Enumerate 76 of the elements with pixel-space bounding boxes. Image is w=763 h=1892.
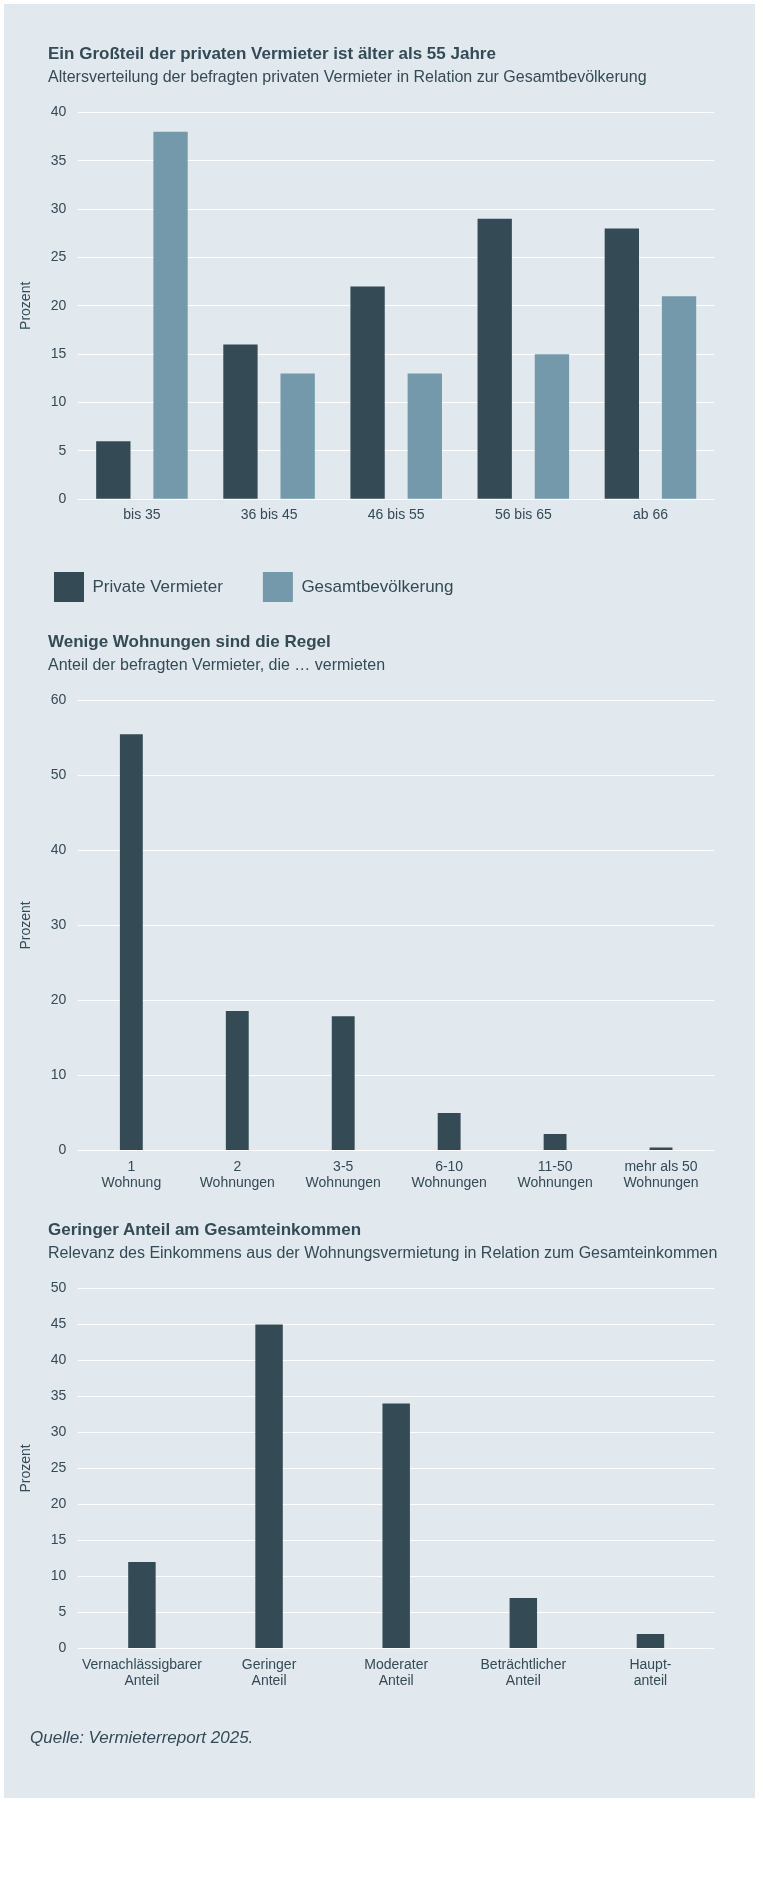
- chart-title: Ein Großteil der privaten Vermieter ist älter als 55 Jahre: [48, 44, 497, 64]
- y-axis-title: Prozent: [17, 901, 34, 950]
- y-tick-label: 15: [50, 1531, 67, 1548]
- chart-title: Geringer Anteil am Gesamteinkommen: [48, 1220, 363, 1240]
- bar: [636, 1634, 665, 1648]
- legend-label: Private Vermieter: [92, 576, 224, 596]
- x-tick-label: 6-10 Wohnungen: [411, 1157, 487, 1191]
- y-tick-label: 45: [50, 1315, 67, 1332]
- chart-subtitle: Relevanz des Einkommens aus der Wohnungsvermietung in Relation zum Gesamteinkommen: [48, 1244, 719, 1262]
- y-axis-title: Prozent: [17, 281, 34, 330]
- x-tick-label: 1 Wohnung: [101, 1157, 162, 1191]
- x-tick-label: 36 bis 45: [240, 506, 298, 523]
- x-tick-label: 11-50 Wohnungen: [517, 1157, 593, 1191]
- chart-title: Wenige Wohnungen sind die Regel: [48, 632, 332, 652]
- y-tick-label: 0: [58, 1639, 67, 1656]
- y-tick-label: 25: [50, 1459, 67, 1476]
- y-tick-label: 0: [58, 490, 67, 507]
- y-tick-label: 5: [58, 441, 67, 458]
- y-tick-label: 10: [50, 393, 67, 410]
- bar: [407, 373, 442, 499]
- source-note: Quelle: Vermieterreport 2025.: [30, 1728, 255, 1748]
- x-tick-label: bis 35: [123, 506, 161, 523]
- y-tick-label: 30: [50, 916, 67, 933]
- y-tick-label: 50: [50, 766, 67, 783]
- bar: [350, 286, 385, 499]
- bar: [128, 1562, 156, 1648]
- bar: [534, 354, 570, 499]
- bar: [331, 1016, 355, 1150]
- x-tick-label: Vernachlässigbarer Anteil: [82, 1655, 203, 1689]
- y-tick-label: 35: [50, 151, 67, 168]
- bar: [119, 734, 143, 1150]
- bar: [280, 373, 315, 499]
- bar: [437, 1112, 461, 1150]
- y-tick-label: 0: [58, 1141, 67, 1158]
- y-tick-label: 10: [50, 1066, 67, 1083]
- x-tick-label: mehr als 50 Wohnungen: [623, 1157, 699, 1191]
- bar: [604, 228, 639, 499]
- bar: [509, 1598, 538, 1648]
- y-tick-label: 35: [50, 1387, 67, 1404]
- x-tick-label: Haupt- anteil: [629, 1655, 672, 1689]
- y-tick-label: 20: [50, 991, 67, 1008]
- x-tick-label: 56 bis 65: [494, 506, 552, 523]
- bar: [382, 1403, 410, 1648]
- y-axis-title: Prozent: [17, 1444, 34, 1493]
- y-tick-label: 40: [50, 1351, 67, 1368]
- y-tick-label: 40: [50, 103, 67, 120]
- x-tick-label: 46 bis 55: [367, 506, 425, 523]
- x-tick-label: Moderater Anteil: [364, 1655, 429, 1689]
- bar: [223, 344, 258, 499]
- y-tick-label: 60: [50, 691, 67, 708]
- chart-subtitle: Altersverteilung der befragten privaten Vermieter in Relation zur Gesamtbevölkerung: [48, 68, 648, 86]
- y-tick-label: 30: [50, 1423, 67, 1440]
- y-tick-label: 10: [50, 1567, 67, 1584]
- legend-label: Gesamtbevölkerung: [301, 576, 454, 596]
- bar: [153, 131, 188, 499]
- bar: [225, 1010, 249, 1150]
- y-tick-label: 30: [50, 199, 67, 216]
- x-tick-label: ab 66: [632, 506, 669, 523]
- bar: [255, 1324, 283, 1648]
- chart-subtitle: Anteil der befragten Vermieter, die … vermieten: [48, 656, 387, 674]
- y-tick-label: 20: [50, 296, 67, 313]
- x-tick-label: 3-5 Wohnungen: [305, 1157, 381, 1191]
- x-tick-label: Geringer Anteil: [241, 1655, 297, 1689]
- y-tick-label: 25: [50, 248, 67, 265]
- bar: [477, 218, 512, 499]
- bar: [661, 296, 697, 499]
- bar: [649, 1147, 673, 1150]
- x-tick-label: Beträchtlicher Anteil: [480, 1655, 567, 1689]
- bar: [543, 1133, 567, 1150]
- y-tick-label: 5: [58, 1603, 67, 1620]
- y-tick-label: 15: [50, 345, 67, 362]
- x-tick-label: 2 Wohnungen: [199, 1157, 275, 1191]
- y-tick-label: 40: [50, 841, 67, 858]
- y-tick-label: 20: [50, 1495, 67, 1512]
- y-tick-label: 50: [50, 1279, 67, 1296]
- bar: [96, 441, 131, 499]
